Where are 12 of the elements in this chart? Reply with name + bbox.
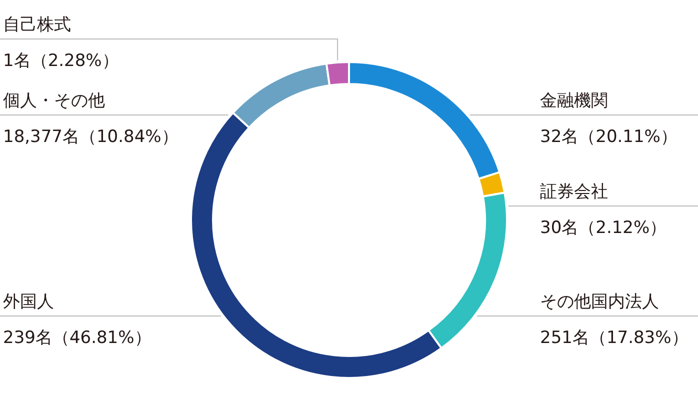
data-label: 30名（2.12%） xyxy=(540,218,667,238)
slice-label: 金融機関 xyxy=(540,91,608,111)
data-label: 32名（20.11%） xyxy=(540,127,678,147)
data-label: 239名（46.81%） xyxy=(3,328,152,348)
data-label: 18,377名（10.84%） xyxy=(3,127,178,147)
slice-label: その他国内法人 xyxy=(540,292,659,312)
slice-label: 個人・その他 xyxy=(3,91,105,111)
slice-label: 証券会社 xyxy=(540,182,608,202)
slice-label: 自己株式 xyxy=(3,15,71,35)
data-label: 251名（17.83%） xyxy=(540,328,688,348)
slice-label: 外国人 xyxy=(3,292,54,312)
data-label: 1名（2.28%） xyxy=(3,51,119,71)
